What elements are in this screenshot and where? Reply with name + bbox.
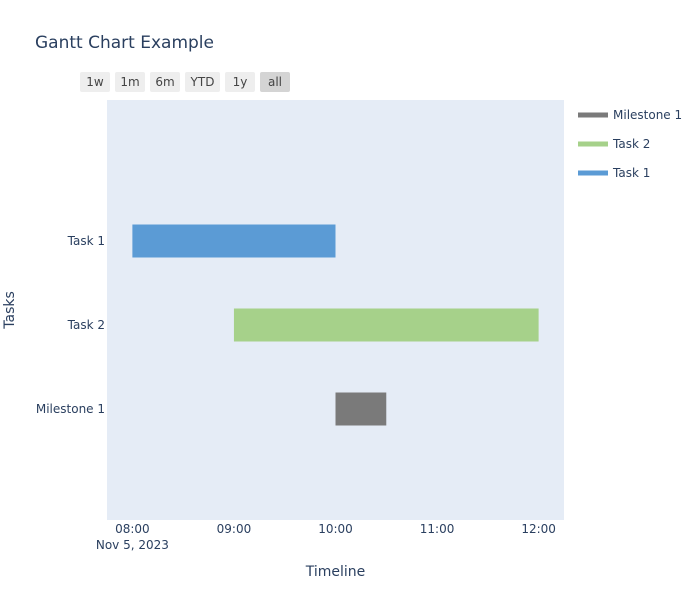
bar-task-1[interactable] [132, 224, 336, 258]
range-button-6m[interactable]: 6m [150, 72, 180, 92]
legend-item-task-2[interactable]: Task 2 [612, 137, 650, 151]
range-button-all[interactable]: all [260, 72, 290, 92]
x-tick-label: 08:00 [115, 522, 150, 536]
chart-title: Gantt Chart Example [35, 33, 214, 53]
bar-task-2[interactable] [233, 308, 539, 342]
range-button-1y[interactable]: 1y [225, 72, 255, 92]
legend-item-task-1[interactable]: Task 1 [612, 166, 650, 180]
range-button-1m[interactable]: 1m [115, 72, 145, 92]
y-tick-label: Task 2 [67, 318, 105, 332]
y-axis-title: Tasks [2, 291, 18, 330]
x-axis-title: Timeline [305, 564, 366, 580]
x-tick-label: 10:00 [318, 522, 353, 536]
range-button-ytd[interactable]: YTD [185, 72, 220, 92]
y-tick-label: Milestone 1 [36, 402, 105, 416]
x-tick-label: 09:00 [217, 522, 252, 536]
legend-item-milestone-1[interactable]: Milestone 1 [613, 108, 682, 122]
x-tick-sublabel: Nov 5, 2023 [96, 538, 169, 552]
bar-milestone-1[interactable] [335, 392, 387, 426]
x-tick-label: 12:00 [521, 522, 556, 536]
x-tick-label: 11:00 [420, 522, 455, 536]
range-button-1w[interactable]: 1w [80, 72, 110, 92]
y-tick-label: Task 1 [67, 234, 105, 248]
